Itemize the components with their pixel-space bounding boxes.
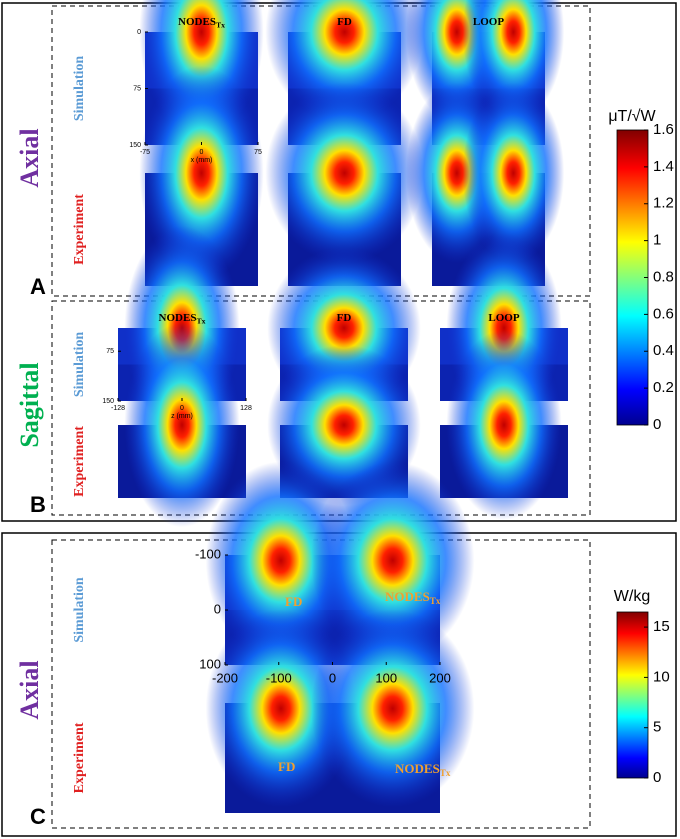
- colorbar-tick-label: 0.4: [653, 342, 674, 359]
- y-tick-label: 75: [106, 348, 114, 355]
- heatmap-blob: [462, 82, 565, 264]
- x-tick-label: 75: [254, 149, 262, 156]
- panel-letter: A: [30, 274, 46, 299]
- column-header-sub: Tx: [196, 316, 205, 325]
- y-tick-label: 100: [199, 656, 221, 671]
- overlay-label-sub: Tx: [430, 596, 441, 606]
- x-axis-label: x (mm): [191, 157, 213, 164]
- colorbar-tick-label: 1.6: [653, 121, 674, 138]
- heatmap-blob: [265, 82, 424, 264]
- colorbar-unit: W/kg: [614, 588, 650, 605]
- column-header: LOOP: [488, 312, 519, 324]
- heatmap-blob: [446, 330, 562, 520]
- x-tick-label: 0: [329, 670, 336, 685]
- colorbar-tick-label: 1: [653, 232, 661, 249]
- y-tick-label: 0: [214, 601, 221, 616]
- column-header: NODESTx: [159, 312, 206, 326]
- heatmap-blob: [265, 0, 424, 123]
- row-label: Simulation: [72, 56, 87, 122]
- colorbar-tick-label: 0.8: [653, 268, 674, 285]
- colorbar: [616, 129, 649, 426]
- colorbar-tick-label: 10: [653, 668, 670, 685]
- column-header: FD: [337, 312, 352, 324]
- colorbar-tick-label: 0: [653, 416, 661, 433]
- heatmap-blob: [205, 609, 357, 808]
- x-tick-label: 200: [429, 670, 451, 685]
- column-header-main: LOOP: [473, 16, 504, 28]
- column-header-main: FD: [337, 312, 352, 324]
- column-header-sub: Tx: [216, 20, 225, 29]
- column-header-main: LOOP: [488, 312, 519, 324]
- overlay-label-sub: Tx: [440, 768, 451, 778]
- column-header: NODESTx: [178, 16, 225, 30]
- row-label: Experiment: [72, 426, 87, 497]
- colorbar-tick-label: 0.6: [653, 305, 674, 322]
- y-tick-label: 150: [102, 398, 114, 405]
- x-axis-label: z (mm): [171, 413, 193, 420]
- panel-letter: B: [30, 492, 46, 517]
- column-header-main: NODES: [159, 312, 197, 324]
- row-label: Simulation: [72, 577, 87, 643]
- x-tick-label: -75: [140, 149, 150, 156]
- column-header-main: FD: [337, 16, 352, 28]
- row-label: Simulation: [72, 332, 87, 398]
- overlay-label: FD: [285, 594, 302, 609]
- orientation-label: Axial: [15, 128, 44, 187]
- heatmap-blob: [311, 609, 475, 808]
- overlay-label-main: FD: [285, 594, 302, 609]
- row-label: Experiment: [72, 194, 87, 265]
- overlay-label-main: NODES: [385, 589, 430, 604]
- overlay-label: NODESTx: [385, 589, 441, 606]
- overlay-label-main: FD: [278, 759, 295, 774]
- x-tick-label: 128: [240, 405, 252, 412]
- colorbar-tick-label: 5: [653, 719, 661, 736]
- colorbar-tick-label: 0: [653, 769, 661, 786]
- y-tick-label: -100: [195, 546, 221, 561]
- colorbar-unit: μT/√W: [608, 108, 656, 125]
- colorbar-tick-label: 15: [653, 618, 670, 635]
- heatmap-blob: [205, 461, 357, 660]
- column-header-main: NODES: [178, 16, 216, 28]
- colorbar-tick-label: 1.4: [653, 158, 674, 175]
- overlay-label: NODESTx: [395, 761, 451, 778]
- x-tick-label: 0: [180, 405, 184, 412]
- x-tick-label: 0: [200, 149, 204, 156]
- x-tick-label: 100: [375, 670, 397, 685]
- y-tick-label: 150: [129, 142, 141, 149]
- panel-box: [51, 539, 591, 829]
- overlay-label: FD: [278, 759, 295, 774]
- colorbar: [616, 611, 649, 779]
- heatmap-blob: [124, 322, 240, 528]
- heatmap-blob: [311, 461, 475, 660]
- colorbar-tick-label: 0.2: [653, 379, 674, 396]
- row-label: Experiment: [72, 722, 87, 793]
- x-tick-label: -100: [266, 670, 292, 685]
- colorbar-tick-label: 1.2: [653, 195, 674, 212]
- heatmap-blob: [139, 65, 264, 281]
- orientation-label: Sagittal: [15, 362, 44, 447]
- column-header: FD: [337, 16, 352, 28]
- panel-letter: C: [30, 804, 46, 829]
- column-header: LOOP: [473, 16, 504, 28]
- overlay-label-main: NODES: [395, 761, 440, 776]
- y-tick-label: 75: [133, 85, 141, 92]
- x-tick-label: -128: [111, 405, 125, 412]
- heatmap-blob: [462, 0, 565, 123]
- x-tick-label: -200: [212, 670, 238, 685]
- y-tick-label: 0: [137, 29, 141, 36]
- orientation-label: Axial: [15, 660, 44, 719]
